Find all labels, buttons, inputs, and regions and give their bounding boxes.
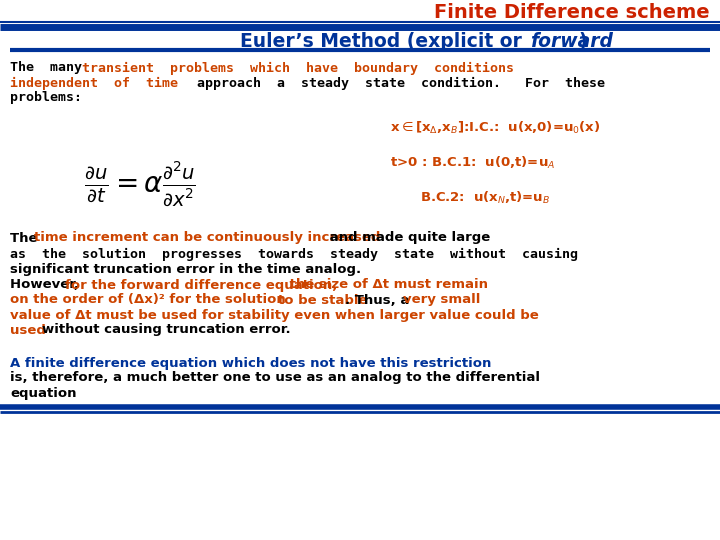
Text: is, therefore, a much better one to use as an analog to the differential: is, therefore, a much better one to use … bbox=[10, 372, 540, 384]
Text: $\frac{\partial u}{\partial t} = \alpha \frac{\partial^2 u}{\partial x^2}$: $\frac{\partial u}{\partial t} = \alpha … bbox=[84, 160, 197, 209]
Text: to be stable: to be stable bbox=[278, 294, 367, 307]
Text: Euler’s Method (explicit or: Euler’s Method (explicit or bbox=[240, 32, 528, 51]
Text: However,: However, bbox=[10, 279, 84, 292]
Text: problems:: problems: bbox=[10, 91, 82, 105]
Text: and made quite large: and made quite large bbox=[325, 232, 490, 245]
Text: . Thus, a: . Thus, a bbox=[345, 294, 414, 307]
Text: x$\in$[x$_\Delta$,x$_B$]:I.C.:  u(x,0)=u$_0$(x): x$\in$[x$_\Delta$,x$_B$]:I.C.: u(x,0)=u$… bbox=[390, 120, 600, 136]
Text: ): ) bbox=[578, 32, 587, 51]
Text: without causing truncation error.: without causing truncation error. bbox=[42, 323, 291, 336]
Text: significant truncation error in the time analog.: significant truncation error in the time… bbox=[10, 262, 361, 275]
Text: The  many: The many bbox=[10, 62, 90, 75]
Text: A finite difference equation which does not have this restriction: A finite difference equation which does … bbox=[10, 356, 491, 369]
Text: used: used bbox=[10, 323, 50, 336]
Text: value of Δt must be used for stability even when larger value could be: value of Δt must be used for stability e… bbox=[10, 308, 539, 321]
Text: the size of Δt must remain: the size of Δt must remain bbox=[285, 279, 488, 292]
Text: transient  problems  which  have  boundary  conditions: transient problems which have boundary c… bbox=[82, 62, 514, 75]
Text: equation: equation bbox=[10, 387, 76, 400]
Text: time increment can be continuously increased: time increment can be continuously incre… bbox=[34, 232, 380, 245]
Text: t>0 : B.C.1:  u(0,t)=u$_A$: t>0 : B.C.1: u(0,t)=u$_A$ bbox=[390, 155, 555, 171]
Text: forward: forward bbox=[530, 32, 613, 51]
Text: The: The bbox=[10, 232, 42, 245]
Text: approach  a  steady  state  condition.   For  these: approach a steady state condition. For t… bbox=[197, 77, 605, 90]
Text: B.C.2:  u(x$_N$,t)=u$_B$: B.C.2: u(x$_N$,t)=u$_B$ bbox=[420, 190, 550, 206]
Text: on the order of (Δx)² for the solution: on the order of (Δx)² for the solution bbox=[10, 294, 290, 307]
Text: very small: very small bbox=[403, 294, 480, 307]
Text: Finite Difference scheme: Finite Difference scheme bbox=[434, 3, 710, 23]
Text: as  the  solution  progresses  towards  steady  state  without  causing: as the solution progresses towards stead… bbox=[10, 247, 578, 260]
Text: independent  of  time: independent of time bbox=[10, 77, 186, 90]
Text: for the forward difference equation,: for the forward difference equation, bbox=[65, 279, 338, 292]
